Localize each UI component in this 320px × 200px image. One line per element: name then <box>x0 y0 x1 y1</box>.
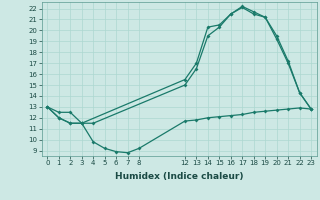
X-axis label: Humidex (Indice chaleur): Humidex (Indice chaleur) <box>115 172 244 181</box>
